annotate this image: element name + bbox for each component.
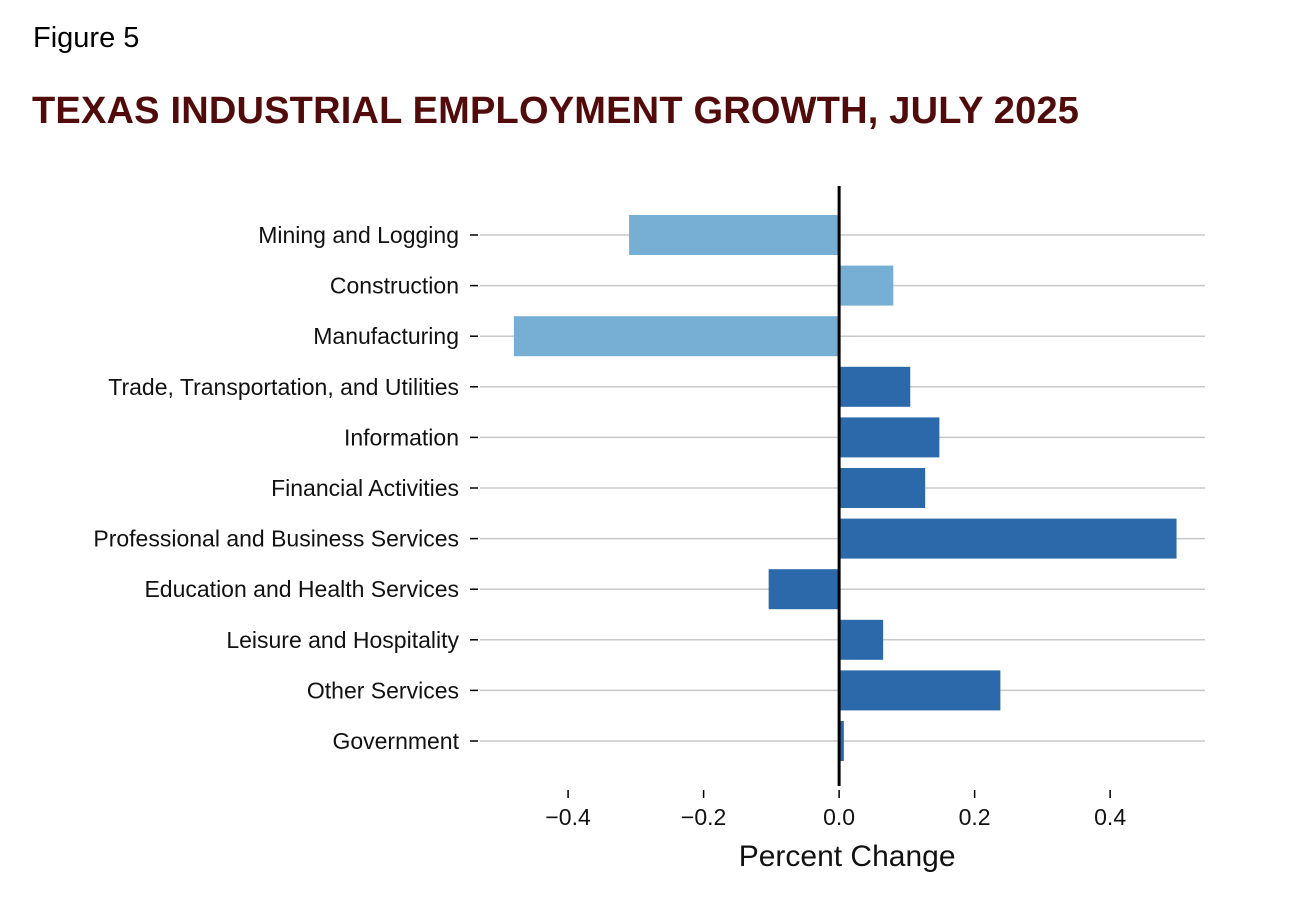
x-tick-label: 0.0 bbox=[823, 804, 855, 830]
y-tick-label: Financial Activities bbox=[271, 475, 459, 501]
x-axis-ticks: −0.4 −0.2 0.0 0.2 0.4 bbox=[545, 790, 1126, 830]
x-tick-label: −0.2 bbox=[681, 804, 726, 830]
bar bbox=[513, 316, 840, 357]
x-axis-label: Percent Change bbox=[739, 840, 956, 873]
figure-label: Figure 5 bbox=[33, 22, 140, 54]
y-tick-label: Other Services bbox=[307, 677, 459, 703]
bar bbox=[839, 366, 911, 407]
bar bbox=[839, 670, 1001, 711]
bar bbox=[839, 417, 940, 458]
y-tick-label: Leisure and Hospitality bbox=[226, 627, 459, 653]
bar bbox=[629, 215, 840, 255]
bar bbox=[839, 518, 1177, 559]
bars bbox=[513, 215, 1177, 761]
x-tick-label: −0.4 bbox=[545, 804, 591, 830]
y-tick-label: Government bbox=[332, 728, 459, 754]
bar bbox=[839, 265, 894, 306]
y-tick-label: Trade, Transportation, and Utilities bbox=[108, 374, 459, 400]
bar bbox=[839, 468, 926, 508]
chart-title: TEXAS INDUSTRIAL EMPLOYMENT GROWTH, JULY… bbox=[32, 90, 1080, 132]
bar bbox=[839, 619, 884, 660]
y-tick-label: Professional and Business Services bbox=[93, 526, 459, 552]
x-tick-label: 0.4 bbox=[1094, 804, 1126, 830]
bar bbox=[839, 721, 844, 761]
bar bbox=[768, 569, 840, 610]
y-tick-label: Construction bbox=[330, 273, 459, 299]
x-tick-label: 0.2 bbox=[959, 804, 991, 830]
y-tick-label: Information bbox=[344, 424, 459, 450]
y-tick-label: Manufacturing bbox=[313, 323, 459, 349]
y-tick-label: Education and Health Services bbox=[144, 576, 459, 602]
y-tick-label: Mining and Logging bbox=[258, 222, 459, 248]
y-axis-ticks: Mining and Logging Construction Manufactur… bbox=[93, 222, 478, 754]
